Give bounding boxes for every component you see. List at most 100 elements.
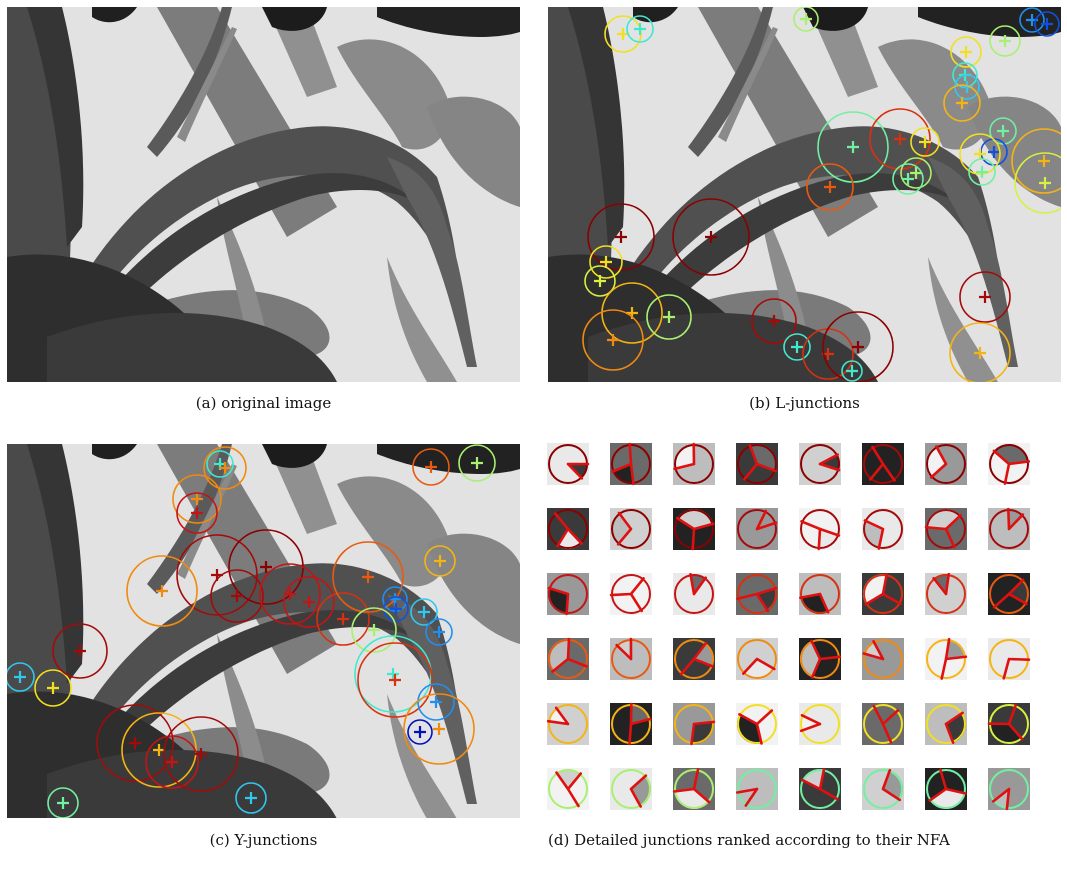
junction-cell bbox=[736, 638, 778, 680]
junction-sector bbox=[691, 721, 714, 744]
y-junction-circle bbox=[407, 719, 433, 745]
panel-b bbox=[548, 7, 1061, 382]
junction-cell bbox=[546, 703, 589, 745]
y-junction-cross bbox=[47, 682, 59, 694]
l-junction-circle bbox=[949, 322, 1011, 382]
junction-branches bbox=[1002, 657, 1031, 680]
y-junction-circle bbox=[425, 618, 453, 646]
junction-circle bbox=[863, 769, 903, 809]
leaf-shadow bbox=[217, 197, 267, 337]
junction-branch-third bbox=[939, 768, 948, 791]
l-junction-circle bbox=[1019, 7, 1045, 33]
y-junction-circle bbox=[410, 598, 438, 626]
l-junction-circle bbox=[646, 294, 692, 340]
y-junction-cross bbox=[260, 561, 272, 573]
junction-cell bbox=[925, 637, 968, 680]
l-junction-circle bbox=[841, 360, 863, 382]
junction-circle bbox=[737, 509, 777, 549]
l-junction-cross bbox=[997, 125, 1009, 137]
l-junction-circle bbox=[582, 309, 644, 371]
junction-cell bbox=[672, 768, 715, 810]
junction-cell bbox=[988, 443, 1031, 485]
l-junction-cross bbox=[791, 341, 803, 353]
y-junction-circle bbox=[126, 555, 198, 627]
junction-circle bbox=[674, 639, 714, 679]
caption-c: (c) Y-junctions bbox=[209, 831, 318, 849]
y-junction-circle bbox=[458, 444, 496, 482]
junction-branches bbox=[629, 702, 652, 726]
y-junction-circle bbox=[176, 492, 218, 534]
junction-circle bbox=[800, 769, 840, 809]
y-junction-circle bbox=[283, 576, 335, 628]
y-junction-circle bbox=[172, 474, 222, 524]
flower bbox=[262, 7, 327, 31]
l-junction-cross bbox=[852, 341, 864, 353]
junction-cell bbox=[862, 638, 904, 680]
y-junction-cross bbox=[390, 603, 402, 615]
caption-d: (d) Detailed junctions ranked according … bbox=[548, 831, 950, 849]
junction-branch-third bbox=[818, 655, 842, 661]
l-junction-circle bbox=[968, 158, 996, 186]
junction-circle bbox=[548, 574, 588, 614]
y-junction-circle bbox=[259, 563, 321, 625]
l-junction-circle bbox=[584, 265, 616, 297]
junction-cell bbox=[547, 508, 589, 550]
junction-branches bbox=[555, 771, 583, 791]
l-junction-circle bbox=[943, 84, 981, 122]
y-junction-circle bbox=[332, 541, 404, 613]
junction-cell bbox=[609, 573, 652, 615]
y-junction-cross bbox=[14, 671, 26, 683]
original-image bbox=[7, 7, 520, 382]
junction-cell bbox=[987, 703, 1030, 745]
junction-cell bbox=[799, 703, 841, 745]
junction-cell bbox=[925, 443, 967, 485]
l-junctions-image bbox=[548, 7, 1061, 382]
junction-cell bbox=[799, 638, 842, 680]
junction-cell bbox=[924, 508, 967, 550]
junction-branch-third bbox=[881, 722, 893, 744]
l-junction-circle bbox=[783, 333, 811, 361]
plant-leaf bbox=[618, 173, 958, 347]
junction-circle bbox=[737, 704, 777, 744]
y-junction-circle bbox=[383, 596, 409, 622]
junction-sector bbox=[870, 464, 895, 484]
junction-branch-third bbox=[692, 768, 700, 791]
junction-branches bbox=[868, 462, 896, 482]
junction-cell bbox=[799, 573, 841, 615]
junction-branches bbox=[689, 573, 708, 596]
junction-circle bbox=[737, 639, 777, 679]
l-junction-circle bbox=[900, 157, 932, 189]
panel-d bbox=[540, 440, 1050, 825]
junction-circle bbox=[863, 704, 903, 744]
flower bbox=[377, 444, 520, 474]
junction-sector bbox=[743, 659, 775, 679]
l-junction-cross bbox=[663, 311, 675, 323]
l-junction-cross bbox=[1039, 177, 1051, 189]
l-junction-circle bbox=[672, 198, 750, 276]
plant-leaf bbox=[387, 157, 477, 367]
junction-cell bbox=[673, 638, 715, 680]
junction-sector bbox=[820, 454, 840, 471]
junction-branch-third bbox=[940, 657, 948, 680]
l-junction-circle bbox=[950, 36, 982, 68]
junction-circle bbox=[548, 704, 588, 744]
l-junction-cross bbox=[956, 97, 968, 109]
junction-circle bbox=[674, 574, 714, 614]
junction-circle bbox=[737, 769, 777, 809]
y-junction-circle bbox=[403, 693, 475, 765]
junction-branch-third bbox=[871, 445, 885, 466]
junction-cell bbox=[988, 507, 1030, 550]
flower bbox=[262, 444, 327, 468]
leaf-shadow bbox=[928, 257, 998, 382]
plant-leaf bbox=[47, 750, 337, 818]
y-junction-circle bbox=[121, 712, 197, 788]
l-junction-circle bbox=[1011, 128, 1061, 194]
junction-cell bbox=[610, 702, 652, 746]
junction-circle bbox=[926, 574, 966, 614]
y-junction-cross bbox=[425, 461, 437, 473]
plant-leaf bbox=[77, 610, 417, 784]
l-junction-cross bbox=[617, 28, 629, 40]
junction-branch-third bbox=[1003, 462, 1011, 485]
junction-cell bbox=[988, 573, 1030, 615]
junction-branch-third bbox=[628, 442, 633, 466]
